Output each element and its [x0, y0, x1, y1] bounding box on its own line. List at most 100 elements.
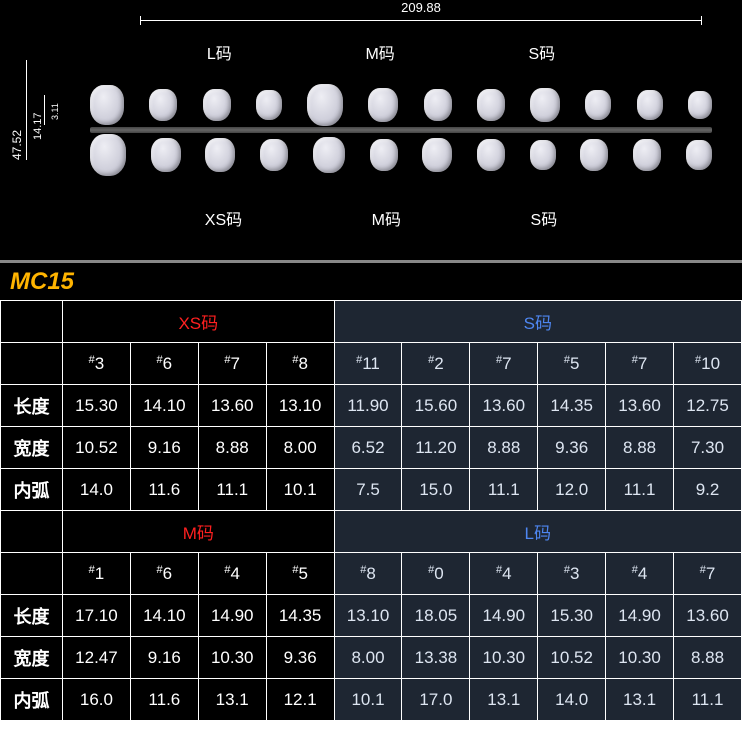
top-label-l: L码 — [207, 40, 232, 64]
data-cell: 13.60 — [606, 385, 674, 427]
data-cell: 13.1 — [606, 679, 674, 721]
data-cell: 13.60 — [470, 385, 538, 427]
nail-tip — [205, 138, 235, 173]
dimension-left: 47.52 14.17 3.11 — [8, 40, 58, 200]
row-label: 内弧 — [1, 469, 63, 511]
column-number: #6 — [130, 343, 198, 385]
nail-tip — [149, 89, 177, 121]
data-cell: 14.0 — [63, 469, 131, 511]
data-cell: 6.52 — [334, 427, 402, 469]
nail-tip — [424, 89, 452, 121]
bottom-label-s: S码 — [531, 206, 558, 230]
row-label: 宽度 — [1, 427, 63, 469]
data-cell: 14.0 — [538, 679, 606, 721]
data-cell: 13.60 — [198, 385, 266, 427]
nail-tip — [370, 139, 398, 171]
nail-tip — [477, 139, 505, 171]
data-cell: 13.1 — [470, 679, 538, 721]
nail-tip — [580, 139, 608, 171]
size-header: L码 — [334, 511, 741, 553]
nail-tip — [203, 89, 231, 121]
nail-tip — [585, 90, 611, 120]
data-cell: 8.88 — [674, 637, 742, 679]
nail-tip — [477, 89, 505, 121]
data-cell: 14.90 — [606, 595, 674, 637]
data-cell: 11.1 — [198, 469, 266, 511]
size-header: XS码 — [63, 301, 335, 343]
column-number: #0 — [402, 553, 470, 595]
row-label: 长度 — [1, 595, 63, 637]
data-cell: 9.36 — [266, 637, 334, 679]
column-number: #4 — [470, 553, 538, 595]
data-cell: 13.10 — [266, 385, 334, 427]
data-cell: 15.60 — [402, 385, 470, 427]
nail-tip — [530, 88, 560, 123]
data-cell: 9.16 — [130, 427, 198, 469]
bottom-label-xs: XS码 — [205, 206, 242, 230]
nail-tip — [256, 90, 282, 120]
data-cell: 15.0 — [402, 469, 470, 511]
data-cell: 11.1 — [674, 679, 742, 721]
product-code: MC15 — [10, 268, 74, 296]
column-number: #7 — [470, 343, 538, 385]
data-cell: 10.52 — [63, 427, 131, 469]
data-cell: 14.10 — [130, 595, 198, 637]
row-label: 长度 — [1, 385, 63, 427]
nail-tip — [637, 90, 663, 120]
data-cell: 7.30 — [674, 427, 742, 469]
product-code-bar: MC15 — [0, 260, 742, 300]
data-cell: 10.30 — [606, 637, 674, 679]
column-number: #5 — [266, 553, 334, 595]
column-number: #4 — [606, 553, 674, 595]
column-number: #4 — [198, 553, 266, 595]
data-cell: 10.30 — [470, 637, 538, 679]
bottom-label-m: M码 — [372, 206, 401, 230]
data-cell: 9.2 — [674, 469, 742, 511]
column-number: #8 — [334, 553, 402, 595]
data-cell: 18.05 — [402, 595, 470, 637]
data-cell: 13.60 — [674, 595, 742, 637]
data-cell: 12.0 — [538, 469, 606, 511]
data-cell: 14.35 — [538, 385, 606, 427]
data-cell: 17.10 — [63, 595, 131, 637]
nail-tip — [313, 137, 345, 174]
nail-tip — [422, 138, 452, 173]
spec-table: XS码S码#3#6#7#8#11#2#7#5#7#10长度15.3014.101… — [0, 300, 742, 721]
data-cell: 12.47 — [63, 637, 131, 679]
blank-cell — [1, 511, 63, 553]
data-cell: 14.35 — [266, 595, 334, 637]
data-cell: 10.52 — [538, 637, 606, 679]
data-cell: 11.1 — [470, 469, 538, 511]
row-label: 内弧 — [1, 679, 63, 721]
nail-tip — [686, 140, 712, 170]
data-cell: 7.5 — [334, 469, 402, 511]
data-cell: 8.88 — [470, 427, 538, 469]
nail-tip — [368, 88, 398, 123]
blank-cell — [1, 553, 63, 595]
column-number: #3 — [63, 343, 131, 385]
data-cell: 8.88 — [606, 427, 674, 469]
data-cell: 8.00 — [266, 427, 334, 469]
data-cell: 15.30 — [538, 595, 606, 637]
column-number: #7 — [606, 343, 674, 385]
nail-tip — [90, 85, 124, 124]
data-cell: 10.1 — [266, 469, 334, 511]
dim-left-outer: 47.52 — [10, 130, 24, 160]
nail-strip — [90, 70, 712, 190]
nail-tip — [90, 134, 126, 175]
data-cell: 11.90 — [334, 385, 402, 427]
data-cell: 11.6 — [130, 469, 198, 511]
data-cell: 17.0 — [402, 679, 470, 721]
nail-tip — [260, 139, 288, 171]
dimension-top: 209.88 — [140, 10, 702, 30]
row-label: 宽度 — [1, 637, 63, 679]
data-cell: 10.30 — [198, 637, 266, 679]
size-labels-top: L码 M码 S码 — [0, 40, 742, 64]
nail-row-top — [90, 80, 712, 130]
nail-tip — [688, 91, 712, 119]
data-cell: 11.6 — [130, 679, 198, 721]
column-number: #11 — [334, 343, 402, 385]
data-cell: 12.75 — [674, 385, 742, 427]
data-cell: 13.10 — [334, 595, 402, 637]
blank-cell — [1, 343, 63, 385]
